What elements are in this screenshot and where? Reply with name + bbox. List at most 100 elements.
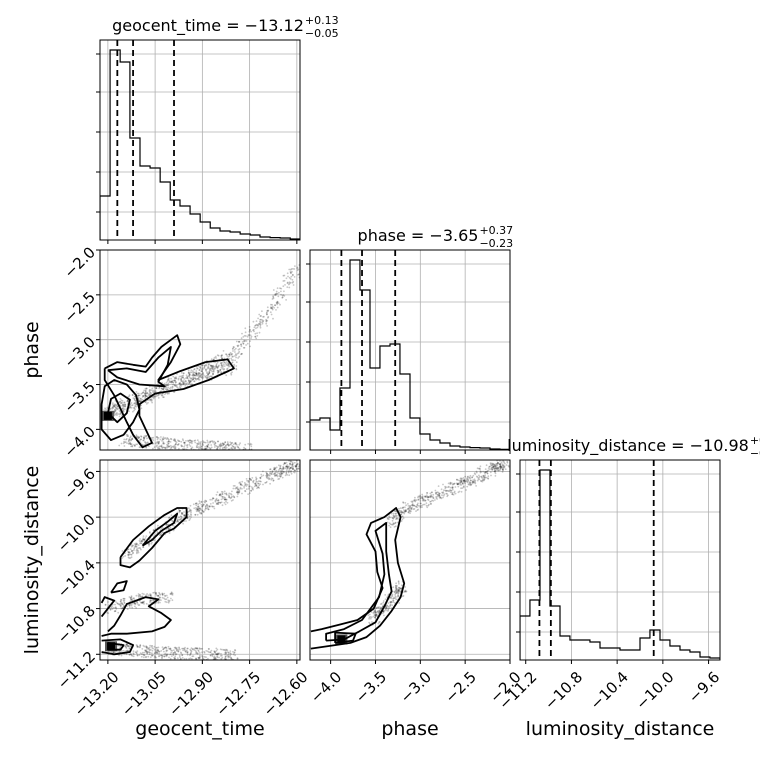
sample-point [176,519,179,522]
sample-point [189,517,192,520]
sample-point [151,652,153,655]
sample-point [382,610,385,612]
sample-point [217,371,219,374]
sample-point [169,657,172,660]
sample-point [136,443,139,446]
sample-point [136,644,139,647]
sample-point [240,353,243,355]
sample-point [145,435,147,438]
sample-point [200,370,203,372]
sample-point [153,446,156,448]
panel-title-luminosity_distance: luminosity_distance = −10.98 [507,436,749,456]
sample-point [156,393,159,396]
sample-point [170,380,173,383]
sample-point [493,468,496,470]
sample-point [183,445,186,448]
sample-point [188,373,191,376]
sample-point [245,344,248,346]
sample-point [419,500,422,502]
sample-point [382,600,385,602]
sample-point [197,656,200,659]
sample-point [498,463,501,465]
sample-point [129,405,132,408]
sample-point [499,465,501,468]
sample-point [501,466,503,468]
sample-point [217,446,220,448]
sample-point [142,437,145,440]
sample-point [163,653,166,656]
sample-point [172,653,174,656]
sample-point [143,600,146,603]
sample-point [478,467,481,470]
sample-point [230,372,232,375]
sample-point [197,441,200,443]
sample-point [143,593,145,596]
sample-point [273,473,276,476]
sample-point [215,503,218,505]
sample-point [247,484,249,486]
sample-point [386,521,389,524]
sample-point [235,356,238,359]
y-tick-label: −9.6 [61,465,99,503]
sample-point [161,654,164,657]
sample-point [128,645,131,648]
sample-point [142,601,145,604]
sample-point [416,509,419,511]
sample-point [163,396,165,399]
sample-point [119,413,122,415]
sample-point [237,451,239,453]
sample-point [285,299,287,301]
sample-point [241,454,243,456]
sample-point [206,445,209,448]
sample-point [116,406,119,408]
sample-point [180,445,183,448]
y-tick-label: −4.0 [61,423,99,461]
sample-point [127,548,130,550]
sample-point [405,510,408,513]
sample-point [212,358,215,361]
sample-point [395,512,397,515]
sample-point [178,518,180,521]
sample-point [156,436,159,439]
sample-point [259,476,262,479]
sample-point [112,404,115,407]
sample-point [188,657,191,660]
sample-point [127,553,129,556]
sample-point [135,644,138,646]
sample-point [471,482,474,485]
sample-point [184,384,187,387]
sample-point [208,363,211,365]
sample-point [162,441,165,443]
sample-point [287,465,289,468]
sample-point [137,551,140,554]
sample-point [201,657,204,659]
sample-point [109,408,112,411]
x-tick-label: −4.0 [307,668,345,706]
sample-point [181,445,184,448]
sample-point [180,383,182,386]
sample-point [173,384,176,387]
sample-point [214,355,217,358]
sample-point [442,483,444,486]
sample-point [410,507,413,510]
sample-point [177,378,180,381]
sample-point [443,493,446,496]
sample-point [436,494,439,496]
sample-point [419,494,421,497]
sample-point [189,380,192,383]
sample-point [277,478,280,480]
sample-point [209,654,212,657]
sample-point [209,651,212,653]
sample-point [225,374,228,377]
sample-point [146,651,148,654]
sample-point [283,295,286,297]
sample-point [219,501,222,504]
sample-point [122,403,124,406]
sample-point [281,472,284,475]
sample-point [195,372,198,374]
sample-point [260,473,263,476]
sample-point [195,370,198,372]
sample-point [225,658,227,660]
sample-point [222,444,225,446]
sample-point [286,465,288,468]
